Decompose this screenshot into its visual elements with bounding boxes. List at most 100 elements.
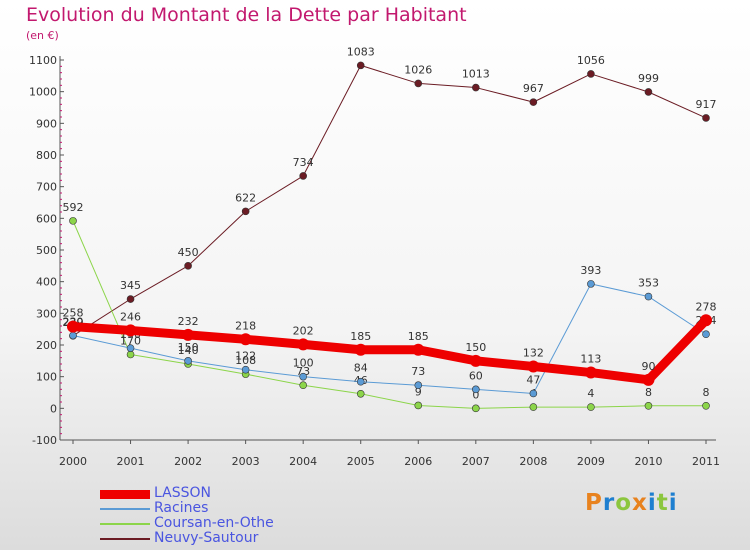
data-label-lasson: 185 (408, 330, 429, 343)
data-label-coursan-en-othe: 0 (472, 388, 479, 401)
data-label-coursan-en-othe: 9 (415, 385, 422, 398)
data-point-neuvy-sautour (184, 262, 192, 270)
data-label-racines: 150 (178, 341, 199, 354)
data-point-neuvy-sautour (472, 83, 480, 92)
x-tick-label: 2008 (519, 455, 547, 468)
x-tick-label: 2000 (59, 455, 87, 468)
y-tick-label: 900 (36, 117, 57, 130)
data-label-neuvy-sautour: 1026 (404, 63, 432, 76)
data-point-coursan-en-othe (299, 381, 307, 390)
legend-label-coursan-en-othe: Coursan-en-Othe (154, 515, 274, 531)
y-tick-label: 1000 (29, 86, 57, 99)
series-line-neuvy-sautour (72, 64, 707, 337)
data-label-lasson: 278 (696, 300, 717, 313)
data-label-lasson: 202 (293, 324, 314, 337)
data-label-coursan-en-othe: 170 (120, 335, 141, 348)
y-tick-label: 200 (36, 339, 57, 352)
legend-swatch-neuvy-sautour (100, 538, 150, 540)
data-point-coursan-en-othe (644, 401, 653, 410)
x-tick-label: 2010 (634, 455, 662, 468)
data-label-coursan-en-othe: 4 (587, 387, 594, 400)
data-label-neuvy-sautour: 1056 (577, 54, 605, 67)
data-label-neuvy-sautour: 1013 (462, 68, 490, 81)
data-label-coursan-en-othe: 8 (645, 386, 652, 399)
data-point-neuvy-sautour (529, 98, 538, 106)
data-label-racines: 393 (580, 264, 601, 277)
series-line-lasson (68, 315, 711, 385)
data-point-racines (356, 377, 365, 386)
data-point-neuvy-sautour (356, 61, 365, 70)
data-point-racines (299, 372, 307, 381)
y-tick-label: 800 (36, 149, 57, 162)
data-point-racines (241, 365, 250, 374)
y-tick-label: 100 (36, 371, 57, 384)
data-point-neuvy-sautour (644, 88, 653, 96)
data-point-coursan-en-othe (702, 401, 710, 410)
logo-letter: o (615, 490, 633, 516)
data-point-neuvy-sautour (702, 114, 710, 122)
y-tick-label: 0 (50, 402, 57, 415)
legend-swatch-lasson (100, 490, 150, 499)
data-label-lasson: 232 (178, 315, 199, 328)
data-label-racines: 122 (235, 350, 256, 363)
data-point-coursan-en-othe (126, 350, 135, 359)
chart-title: Evolution du Montant de la Dette par Hab… (26, 4, 467, 26)
data-point-coursan-en-othe (587, 403, 595, 411)
data-label-neuvy-sautour: 622 (235, 191, 256, 204)
data-point-lasson (297, 338, 310, 351)
data-point-lasson (124, 324, 137, 337)
data-point-neuvy-sautour (241, 207, 250, 216)
data-label-neuvy-sautour: 967 (523, 82, 544, 95)
data-label-coursan-en-othe: 140 (178, 344, 199, 357)
legend-swatch-coursan-en-othe (100, 523, 150, 525)
y-tick-label: 600 (36, 212, 57, 225)
x-tick-label: 2005 (347, 455, 375, 468)
data-point-racines (587, 280, 595, 288)
data-point-lasson (584, 366, 597, 379)
legend-label-neuvy-sautour: Neuvy-Sautour (154, 530, 259, 546)
y-tick-label: -100 (32, 434, 57, 447)
x-tick-label: 2004 (289, 455, 317, 468)
y-tick-label: 700 (36, 181, 57, 194)
logo-letter: x (632, 490, 648, 516)
data-label-lasson: 90 (641, 360, 655, 373)
data-label-coursan-en-othe: 592 (63, 201, 84, 214)
legend-swatch-racines (100, 508, 150, 510)
y-tick-label: 500 (36, 244, 57, 257)
chart-unit-label: (en €) (26, 29, 59, 42)
data-point-lasson (469, 354, 482, 367)
y-tick-label: 400 (36, 276, 57, 289)
data-point-racines (702, 330, 710, 339)
data-label-racines: 84 (354, 362, 368, 375)
data-label-lasson: 258 (63, 307, 84, 320)
data-label-coursan-en-othe: 8 (703, 386, 710, 399)
data-point-racines (644, 292, 653, 301)
data-label-racines: 100 (293, 357, 314, 370)
data-label-neuvy-sautour: 450 (178, 246, 199, 259)
logo-letter: i (647, 490, 657, 516)
y-tick-label: 1100 (29, 54, 57, 67)
x-tick-label: 2006 (404, 455, 432, 468)
data-label-neuvy-sautour: 917 (696, 98, 717, 111)
x-tick-label: 2003 (232, 455, 260, 468)
data-point-coursan-en-othe (472, 404, 480, 413)
proxiti-logo: Proxiti (585, 490, 678, 516)
data-point-lasson (67, 320, 79, 333)
data-point-neuvy-sautour (587, 70, 595, 78)
data-label-racines: 47 (526, 373, 540, 386)
data-point-coursan-en-othe (414, 401, 423, 410)
data-point-racines (184, 357, 192, 365)
data-label-lasson: 218 (235, 319, 256, 332)
data-label-lasson: 113 (580, 353, 601, 366)
x-tick-label: 2001 (117, 455, 145, 468)
logo-letter: r (602, 490, 616, 516)
legend-label-lasson: LASSON (154, 485, 211, 501)
data-point-neuvy-sautour (126, 295, 135, 303)
data-label-racines: 73 (411, 365, 425, 378)
data-label-coursan-en-othe: 108 (235, 354, 256, 367)
data-label-racines: 60 (469, 369, 483, 382)
data-label-neuvy-sautour: 1083 (347, 45, 375, 58)
data-point-lasson (412, 343, 425, 356)
